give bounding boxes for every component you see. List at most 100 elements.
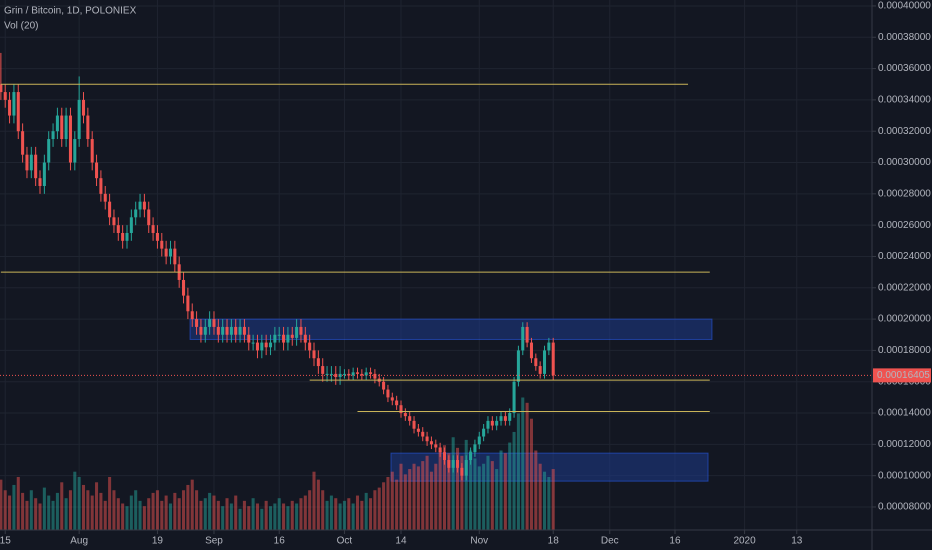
candle-body [534,358,538,367]
volume-bar [112,490,116,530]
x-tick-label: Dec [601,536,619,547]
volume-bar [68,490,72,530]
candle-body [268,342,273,348]
candle-body [456,460,460,468]
volume-bar [286,506,290,530]
volume-bar [486,455,490,530]
candle-body [164,248,168,257]
volume-bar [316,479,320,530]
candle-body [403,413,407,417]
volume-bar [64,498,68,530]
candle-body [469,452,473,461]
x-tick-label: 14 [395,536,407,547]
volume-bar [268,506,273,530]
candle-body [86,115,90,140]
candle-body [434,444,438,448]
last-price-label: 0.00016405 [877,370,930,381]
candle-body [108,201,112,218]
volume-bar [399,463,403,530]
candle-body [503,416,507,421]
candle-body [512,381,516,414]
volume-bar [355,495,360,530]
y-tick-label: 0.00024000 [878,251,931,262]
volume-bar [529,418,533,530]
candle-body [147,209,151,226]
candle-body [208,319,212,327]
x-tick-label: Oct [337,536,353,547]
candle-body [216,326,220,335]
candle-body [321,366,325,374]
candle-body [282,334,286,343]
volume-bar [38,503,42,530]
volume-bar [295,503,299,530]
candle-body [312,350,316,359]
volume-bar [16,477,20,530]
volume-bar [299,498,303,530]
candle-body [99,178,103,194]
x-tick-label: 16 [274,536,286,547]
y-tick-label: 0.00012000 [878,439,931,450]
x-tick-label: 13 [791,536,803,547]
volume-bar [308,490,312,530]
candle-body [425,436,429,442]
candle-body [325,373,329,375]
candle-body [342,373,346,375]
volume-bar [464,439,468,530]
candle-body [464,460,468,476]
candle-body [0,84,3,93]
volume-bar [421,461,425,530]
candle-body [473,444,477,453]
volume-bar [0,479,3,530]
candle-body [116,225,120,233]
volume-bar [29,490,33,530]
volume-bar [290,500,294,530]
x-tick-label: 19 [152,536,164,547]
candle-body [308,342,312,351]
volume-bar [255,503,259,530]
candle-body [408,416,412,421]
last-price-box [873,368,931,383]
candle-body [382,381,386,390]
x-tick-label: 15 [0,536,11,547]
volume-bar [534,450,538,530]
x-tick-label: Aug [70,536,88,547]
candle-body [373,373,377,379]
volume-bar [221,506,225,530]
candle-body [334,373,338,378]
candle-body [186,295,190,312]
candle-body [112,217,116,226]
volume-bar [408,469,412,530]
y-tick-label: 0.00028000 [878,188,931,199]
volume-bar [347,498,351,530]
candle-body [242,326,246,335]
volume-bar [86,490,90,530]
volume-bar [47,495,51,530]
volume-label: Vol (20) [4,21,38,32]
volume-bar [34,498,38,530]
volume-bar [369,498,373,530]
volume-bar [121,503,125,530]
volume-bar [438,450,442,530]
candle-body [142,201,146,210]
volume-bar [173,492,177,530]
candle-body [525,326,529,343]
candle-body [129,217,133,233]
volume-bar [477,466,481,530]
volume-bar [168,503,173,530]
candle-body [238,326,242,335]
volume-bar [390,471,394,530]
volume-bar [508,442,512,530]
candle-body [95,162,99,179]
y-tick-label: 0.00026000 [878,220,931,231]
candle-body [416,428,420,432]
volume-bar [442,445,447,530]
volume-bar [60,482,64,530]
candle-body [103,193,107,202]
candle-body [329,373,333,375]
volume-bar [264,500,268,530]
volume-bar [473,458,477,530]
volume-bar [325,500,329,530]
y-tick-label: 0.00018000 [878,345,931,356]
